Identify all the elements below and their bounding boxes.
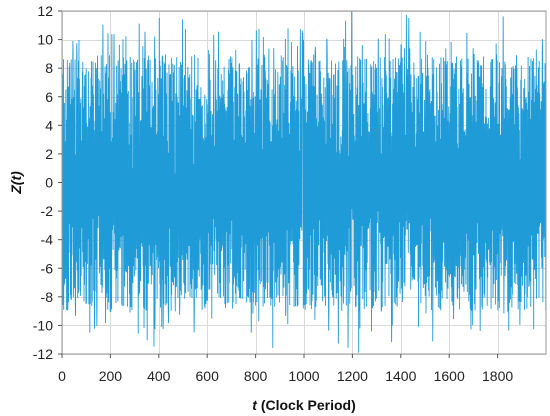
- y-tick-label: 6: [45, 89, 53, 105]
- y-tick-label: 8: [45, 60, 53, 76]
- x-tick-label: 0: [58, 368, 66, 384]
- y-tick-label: 4: [45, 117, 53, 133]
- x-tick-label: 200: [99, 368, 123, 384]
- y-tick-label: -2: [41, 203, 54, 219]
- y-tick-label: -8: [41, 289, 54, 305]
- y-tick-label: -6: [41, 260, 54, 276]
- y-tick-label: -12: [33, 346, 53, 362]
- y-axis-ticks: 12 10 8 6 4 2 0 -2 -4 -6 -8 -10 -12: [33, 3, 62, 362]
- x-tick-label: 1400: [385, 368, 416, 384]
- x-axis-title-variable: t: [252, 397, 258, 413]
- x-tick-label: 1200: [337, 368, 368, 384]
- x-axis-title: t (Clock Period): [252, 397, 355, 413]
- x-tick-label: 800: [244, 368, 268, 384]
- y-tick-label: 0: [45, 175, 53, 191]
- x-axis-title-unit: (Clock Period): [257, 397, 356, 413]
- x-tick-label: 1600: [434, 368, 465, 384]
- x-tick-label: 1000: [288, 368, 319, 384]
- y-tick-label: -10: [33, 317, 53, 333]
- x-tick-label: 1800: [482, 368, 513, 384]
- y-axis-title: Z(t): [8, 171, 24, 195]
- x-axis-ticks: 0 200 400 600 800 1000 1200 1400 1600 1800: [58, 354, 513, 384]
- x-tick-label: 400: [147, 368, 171, 384]
- y-tick-label: 2: [45, 146, 53, 162]
- series-line-zt: [61, 11, 547, 353]
- series-line-layer: [61, 11, 547, 353]
- y-tick-label: 12: [37, 3, 53, 19]
- x-tick-label: 600: [196, 368, 220, 384]
- y-tick-label: -4: [41, 232, 54, 248]
- y-tick-label: 10: [37, 32, 53, 48]
